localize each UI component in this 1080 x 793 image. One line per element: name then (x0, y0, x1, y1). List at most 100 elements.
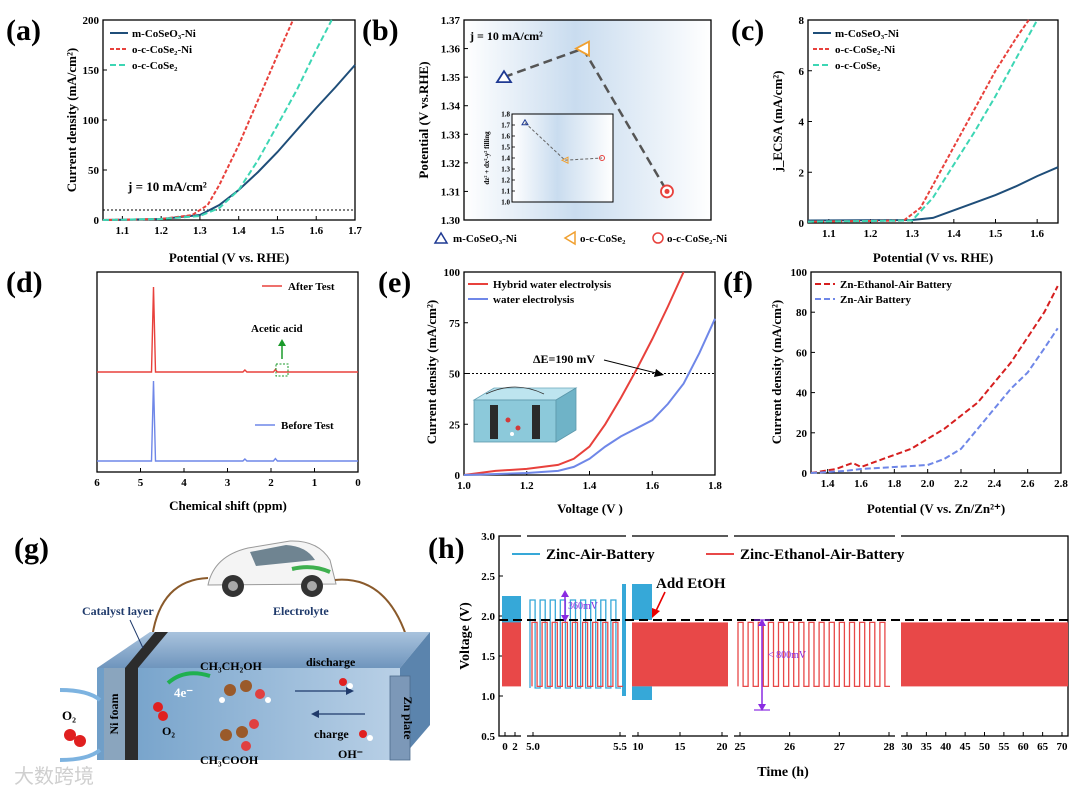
legend-b: m-CoSeO₃-Ni o-c-CoSe₂ o-c-CoSe₂-Ni (433, 230, 727, 246)
xtick-label-h-0-0: 0 (502, 741, 508, 753)
annotation-a: j = 10 mA/cm² (127, 179, 207, 194)
xtick-label-c-4: 1.5 (989, 228, 1003, 240)
axis-ticks-a: 1.1 1.2 1.3 1.4 1.5 1.6 1.7 0 50 100 150 200 (83, 15, 363, 237)
xtick-label-h-4-4: 50 (979, 741, 991, 753)
zeab-band-seg3 (632, 622, 728, 687)
break-gap-1 (521, 533, 527, 739)
catalyst-layer (125, 668, 138, 760)
charge-arrowhead (311, 710, 319, 718)
electrolyzer-front-e (473, 399, 557, 443)
inset-ytick-label-b-6: 1.6 (501, 133, 510, 141)
legend-label-e-1: Hybrid water electrolysis (493, 279, 612, 291)
panel-label-g: (g) (14, 532, 49, 565)
ytick-label-a-1: 50 (88, 165, 100, 177)
series-line-f-1 (810, 327, 1059, 474)
axis-ticks-b: 1.30 1.31 1.32 1.33 1.34 1.35 1.36 1.37 (441, 15, 468, 227)
panel-b: (b) 1.30 1.31 1.32 1.33 1.34 1.35 1.36 1.37 j =… (362, 14, 727, 246)
electrode-right-e (532, 405, 540, 439)
inset-b: 1.0 1.1 1.2 1.3 1.4 1.5 1.6 1.7 1.8 dz² + dx²-y²… (483, 111, 614, 207)
ytick-label-f-5: 100 (791, 267, 808, 279)
xtick-label-d-4: 2 (268, 477, 274, 489)
xtick-label-d-5: 1 (312, 477, 318, 489)
inset-ytick-label-b-2: 1.2 (501, 177, 510, 185)
xtick-label-a-0: 1.1 (116, 225, 130, 237)
legend-label-d-before: Before Test (281, 420, 334, 432)
legend-label-c-3: o-c-CoSe₂ (835, 60, 881, 72)
inset-ytick-label-b-1: 1.1 (501, 188, 510, 196)
ylabel-a: Current density (mA/cm²) (64, 48, 79, 192)
acetic-atom-o1 (249, 719, 259, 729)
hydroxide-label: OH⁻ (338, 747, 363, 761)
inset-ylabel-b: dz² + dx²-y² filling (483, 131, 491, 185)
series-line-c-1 (807, 19, 1030, 223)
o2-inner-atom-1 (153, 702, 163, 712)
molecule-3-e (510, 432, 514, 436)
ytick-label-e-2: 50 (449, 369, 461, 381)
ytick-label-c-3: 6 (799, 66, 805, 78)
xtick-label-e-4: 1.8 (708, 480, 722, 492)
legend-label-h-1: Zinc-Air-Battery (546, 547, 655, 563)
legend-label-c-2: o-c-CoSe₂-Ni (835, 44, 895, 56)
zn-plate-label: Zn plate (401, 696, 415, 740)
discharge-arrowhead (346, 687, 354, 695)
gap-label-360: 360mV (568, 601, 599, 612)
panel-h: (h) 0.5 1.0 1.5 2.0 2.5 3.0 0 2 5.0 5.5 10 15 20 25 26… (428, 531, 1069, 780)
ytick-label-f-4: 80 (796, 307, 808, 319)
air-flow-arrow-1 (59, 688, 102, 702)
panel-label-d: (d) (6, 266, 43, 299)
o2-atom-2 (74, 735, 86, 747)
ytick-label-h-4: 2.5 (481, 571, 495, 583)
oh-atom-o2 (359, 730, 367, 738)
plot-frame-f (810, 271, 1062, 474)
panel-label-c: (c) (731, 14, 764, 47)
gap-marker-800-head-down (758, 704, 766, 711)
ethanol-atom-c2 (240, 680, 252, 692)
ytick-label-b-5: 1.35 (441, 72, 461, 84)
xtick-label-c-1: 1.2 (864, 228, 878, 240)
acid-arrowhead-d (278, 339, 286, 346)
charge-label: charge (314, 727, 349, 741)
xtick-label-e-0: 1.0 (457, 480, 471, 492)
zab-cycles-zoom (529, 599, 621, 689)
ytick-label-h-5: 3.0 (481, 531, 495, 543)
series-line-a-2 (102, 19, 333, 221)
series-lines-f (810, 285, 1059, 474)
xlabel-d: Chemical shift (ppm) (169, 498, 287, 513)
annotation-e: ΔE=190 mV (533, 352, 595, 366)
break-gap-3 (728, 533, 734, 739)
xtick-label-h-3-1: 26 (784, 741, 796, 753)
xlabel-f: Potential (V vs. Zn/Zn²⁺) (867, 501, 1005, 516)
ytick-label-h-1: 1.0 (481, 691, 495, 703)
markers-b (495, 40, 674, 199)
inset-ytick-label-b-8: 1.8 (501, 111, 510, 119)
oxygen-molecules (64, 678, 373, 747)
panel-label-a: (a) (6, 14, 41, 47)
watermark: 大数跨境 (14, 765, 94, 788)
o2-inner-atom-2 (158, 711, 168, 721)
xtick-label-h-4-2: 40 (940, 741, 952, 753)
legend-label-c-1: m-CoSeO₃-Ni (835, 28, 899, 40)
panel-label-e: (e) (378, 266, 411, 299)
legend-label-a-2: o-c-CoSe₂-Ni (132, 44, 192, 56)
inset-marker-b-1 (560, 156, 569, 165)
series-lines-a (102, 19, 356, 221)
marker-b-1 (574, 40, 590, 58)
legend-label-a-1: m-CoSeO₃-Ni (132, 28, 196, 40)
legend-label-b-1: m-CoSeO₃-Ni (453, 233, 517, 245)
xtick-label-f-4: 2.2 (954, 478, 968, 490)
legend-f: Zn-Ethanol-Air Battery Zn-Air Battery (815, 279, 952, 306)
axis-ticks-d: 6 5 4 3 2 1 0 (94, 468, 361, 489)
zn-plate (389, 675, 411, 761)
ytick-label-c-2: 4 (799, 117, 805, 129)
zab-band-seg1 (502, 596, 521, 624)
ni-foam (104, 668, 125, 760)
inset-marker-b-0 (521, 118, 529, 126)
xtick-label-h-4-1: 35 (921, 741, 933, 753)
xtick-label-h-0-1: 2 (512, 741, 518, 753)
ethanol-atom-o (255, 689, 265, 699)
inset-marker-b-2 (599, 155, 605, 161)
zeab-band-seg1 (502, 622, 521, 687)
ytick-label-h-2: 1.5 (481, 651, 495, 663)
xtick-label-f-6: 2.6 (1021, 478, 1035, 490)
